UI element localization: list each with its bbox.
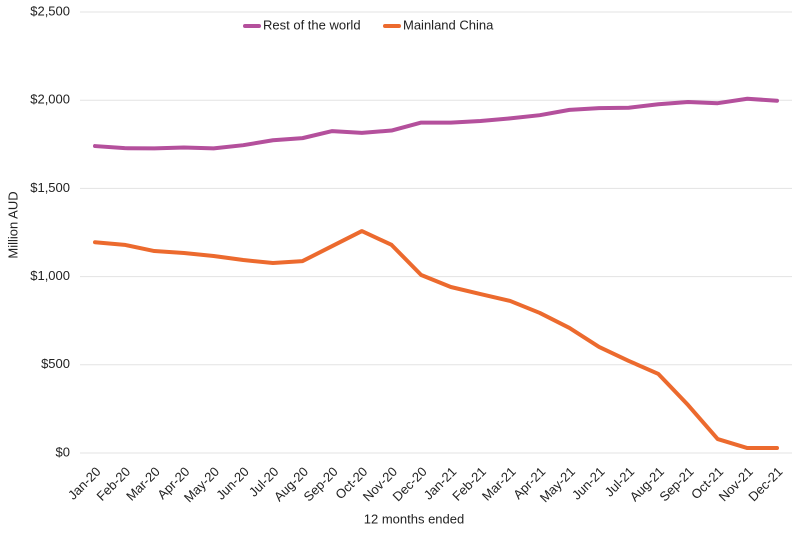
series-line: [93, 96, 779, 151]
x-tick-label: Jun-20: [213, 464, 252, 503]
x-tick-label: Mar-21: [479, 464, 519, 504]
series-line: [93, 229, 779, 451]
y-tick-label: $500: [41, 356, 70, 371]
legend-label: Rest of the world: [263, 17, 361, 32]
y-tick-label: $2,000: [30, 92, 70, 107]
y-tick-label: $1,000: [30, 268, 70, 283]
x-tick-label: Mar-20: [123, 464, 163, 504]
x-axis-title: 12 months ended: [364, 511, 464, 526]
y-axis-title: Million AUD: [5, 191, 20, 258]
legend-label: Mainland China: [403, 17, 494, 32]
y-tick-label: $0: [56, 444, 70, 459]
y-tick-label: $2,500: [30, 3, 70, 18]
y-tick-label: $1,500: [30, 180, 70, 195]
x-tick-label: Jun-21: [569, 464, 608, 503]
